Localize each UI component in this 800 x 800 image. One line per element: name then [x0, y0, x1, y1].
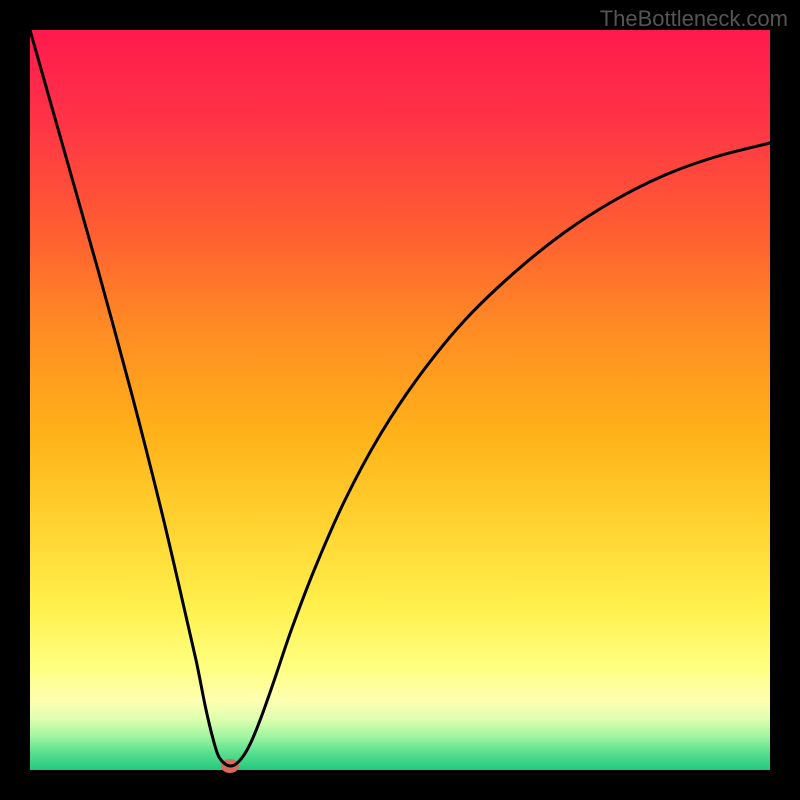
- chart-svg: [0, 0, 800, 800]
- bottleneck-chart: TheBottleneck.com: [0, 0, 800, 800]
- plot-background: [30, 30, 770, 770]
- watermark-text: TheBottleneck.com: [600, 6, 788, 32]
